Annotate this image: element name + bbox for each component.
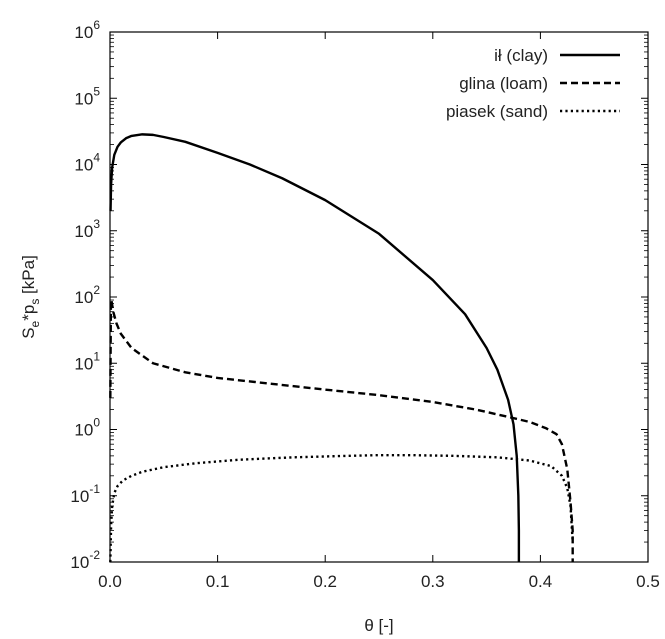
y-tick-label: 105 xyxy=(74,84,100,108)
x-axis-label: θ [-] xyxy=(364,616,393,635)
y-tick-label: 100 xyxy=(74,416,100,440)
plot-area xyxy=(109,31,649,563)
legend-label: piasek (sand) xyxy=(446,102,548,121)
x-tick-label: 0.4 xyxy=(529,572,553,591)
y-tick-label: 10-2 xyxy=(70,548,100,572)
y-axis-label-p: *p xyxy=(19,305,38,321)
y-axis-label-s: S xyxy=(19,327,38,338)
x-tick-label: 0.5 xyxy=(636,572,660,591)
y-tick-label: 103 xyxy=(74,217,100,241)
x-tick-label: 0.3 xyxy=(421,572,445,591)
y-tick-label: 10-1 xyxy=(70,482,100,506)
y-axis-label: Se*ps [kPa] xyxy=(19,255,42,339)
y-tick-labels: 10-2 10-1 100 101 102 103 104 105 106 xyxy=(70,18,100,572)
legend: ił (clay) glina (loam) piasek (sand) xyxy=(446,46,620,121)
y-tick-label: 101 xyxy=(74,349,100,373)
y-axis-label-unit: [kPa] xyxy=(19,255,38,298)
legend-label: glina (loam) xyxy=(459,74,548,93)
x-tick-label: 0.1 xyxy=(206,572,230,591)
y-axis-label-sub-s: s xyxy=(28,299,42,305)
series-line-glina-loam xyxy=(109,298,574,562)
y-tick-label: 106 xyxy=(74,18,100,42)
y-tick-label: 104 xyxy=(74,151,100,175)
x-tick-label: 0.2 xyxy=(313,572,337,591)
y-axis-label-sub-e: e xyxy=(28,320,42,327)
x-tick-label: 0.0 xyxy=(98,572,122,591)
series-lines xyxy=(109,133,574,563)
legend-label: ił (clay) xyxy=(494,46,548,65)
series-line-i-clay xyxy=(109,133,521,562)
y-tick-label: 102 xyxy=(74,283,100,307)
x-tick-labels: 0.0 0.1 0.2 0.3 0.4 0.5 xyxy=(98,572,660,591)
